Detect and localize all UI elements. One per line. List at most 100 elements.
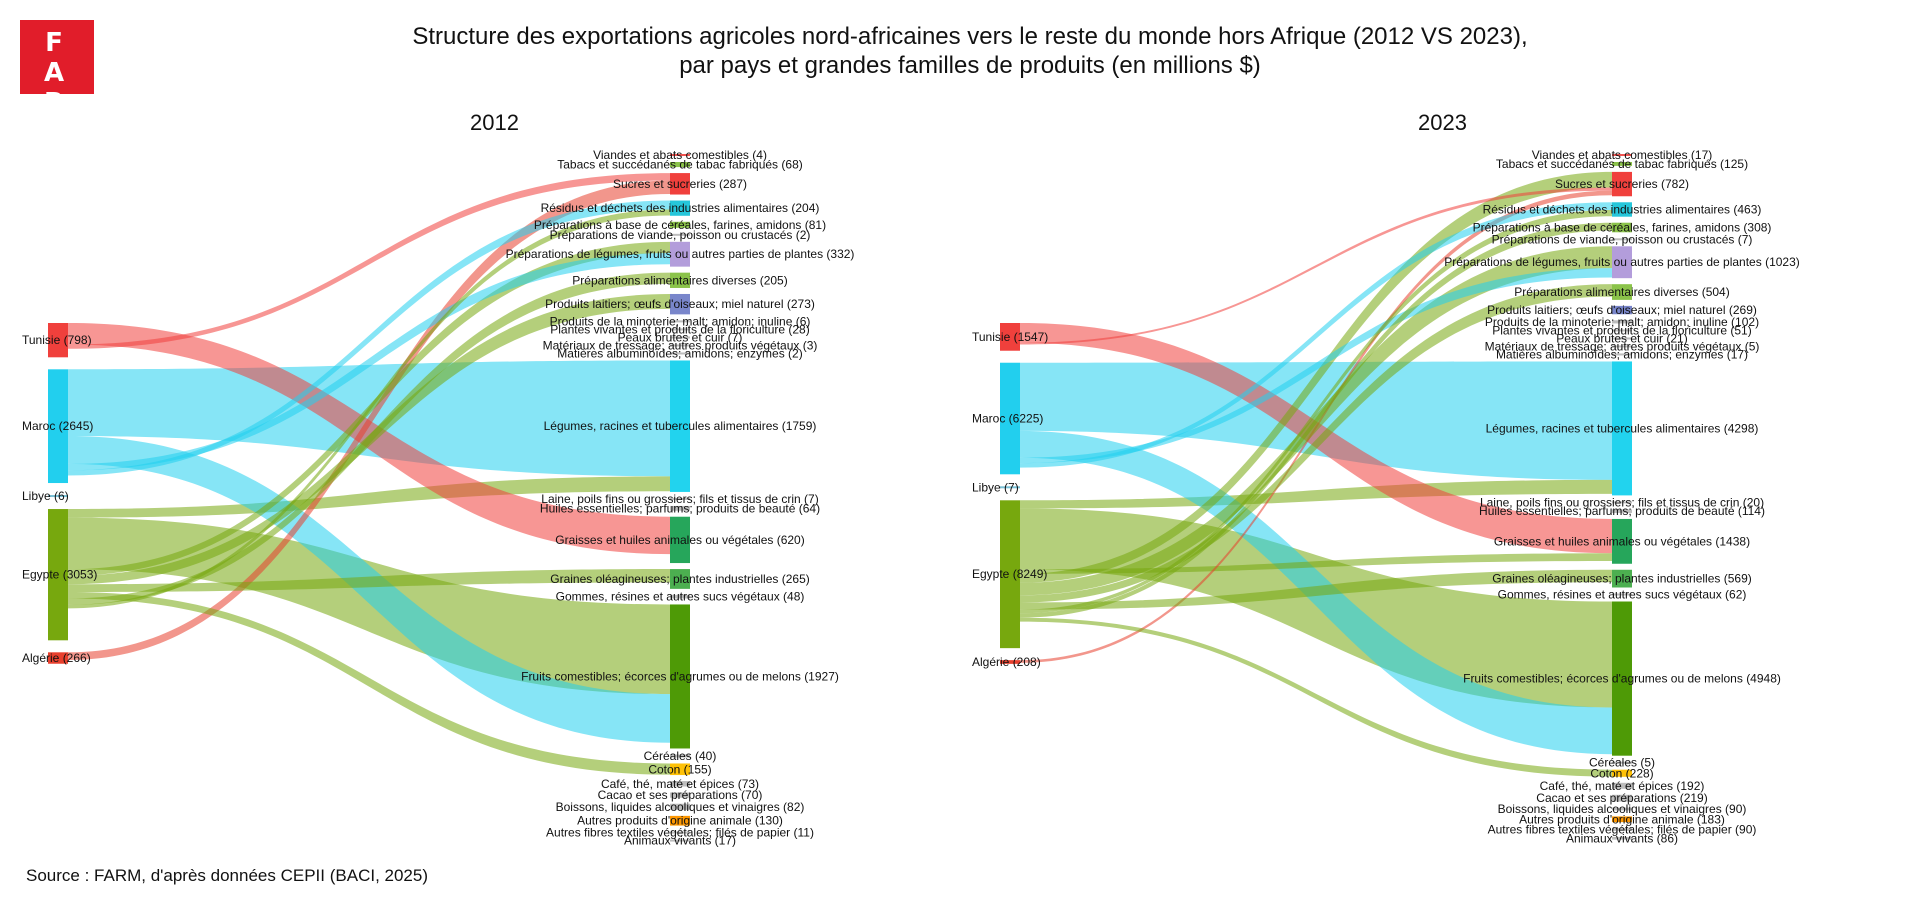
source-label-2023-libye: Libye (7)	[972, 480, 1019, 494]
target-node-2023-coton	[1612, 769, 1632, 777]
target-node-2012-preparations-de-viande-poisson-ou-crustaces	[670, 233, 690, 236]
link-2023-maroc-to-residus-et-dechets-des-industries-alimentaires	[1020, 202, 1612, 468]
target-label-2023-tabacs-et-succedanes-de-tabac-fabriques: Tabacs et succédanés de tabac fabriqués …	[1496, 157, 1748, 171]
target-label-2012-autres-produits-d-origine-animale: Autres produits d'origine animale (130)	[577, 814, 783, 828]
target-node-2012-graisses-et-huiles-animales-ou-vegetales	[670, 516, 690, 564]
target-node-2012-cafe-the-mate-et-epices	[670, 781, 690, 787]
target-label-2023-sucres-et-sucreries: Sucres et sucreries (782)	[1555, 177, 1689, 191]
source-note: Source : FARM, d'après données CEPII (BA…	[26, 866, 428, 885]
target-label-2012-boissons-liquides-alcooliques-et-vinaigres: Boissons, liquides alcooliques et vinaig…	[556, 800, 805, 814]
target-label-2012-cacao-et-ses-preparations: Cacao et ses préparations (70)	[598, 788, 763, 802]
target-label-2023-preparations-alimentaires-diverses: Préparations alimentaires diverses (504)	[1514, 285, 1729, 299]
target-label-2023-plantes-vivantes-et-produits-de-la-floriculture: Plantes vivantes et produits de la flori…	[1492, 323, 1751, 337]
target-label-2023-peaux-brutes-et-cuir: Peaux brutes et cuir (21)	[1556, 331, 1687, 345]
target-label-2012-produits-de-la-minoterie-malt-amidon-inuline: Produits de la minoterie; malt; amidon; …	[550, 314, 811, 328]
target-node-2012-matieres-albuminoides-amidons-enzymes	[670, 352, 690, 355]
target-label-2012-gommes-resines-et-autres-sucs-vegetaux: Gommes, résines et autres sucs végétaux …	[556, 590, 805, 604]
target-node-2023-boissons-liquides-alcooliques-et-vinaigres	[1612, 807, 1632, 811]
target-label-2023-boissons-liquides-alcooliques-et-vinaigres: Boissons, liquides alcooliques et vinaig…	[1498, 802, 1747, 816]
link-2023-egypte-to-residus-et-dechets-des-industries-alimentaires	[1020, 210, 1612, 614]
link-2012-maroc-to-preparations-de-legumes-fruits-ou-autres-parties-de-plantes	[68, 253, 670, 471]
target-node-2012-cereales	[670, 754, 690, 758]
target-label-2012-laine-poils-fins-ou-grossiers-fils-et-tissus-de-crin: Laine, poils fins ou grossiers; fils et …	[541, 492, 818, 506]
link-2023-tunisie-to-graisses-et-huiles-animales-ou-vegetales	[1020, 323, 1612, 554]
target-node-2023-cacao-et-ses-preparations	[1612, 794, 1632, 802]
target-label-2012-viandes-et-abats-comestibles: Viandes et abats comestibles (4)	[593, 148, 767, 162]
target-node-2023-produits-de-la-minoterie-malt-amidon-inuline	[1612, 320, 1632, 324]
link-2023-maroc-to-preparations-de-legumes-fruits-ou-autres-parties-de-plantes	[1020, 268, 1612, 464]
link-2012-algerie-to-sucres-et-sucreries	[68, 180, 670, 661]
link-2012-egypte-to-residus-et-dechets-des-industries-alimentaires	[68, 209, 670, 609]
target-label-2023-animaux-vivants: Animaux vivants (86)	[1566, 831, 1678, 845]
target-label-2023-autres-fibres-textiles-vegetales-files-de-papier: Autres fibres textiles végétales; filés …	[1488, 823, 1757, 837]
target-node-2012-gommes-resines-et-autres-sucs-vegetaux	[670, 594, 690, 599]
target-label-2023-legumes-racines-et-tubercules-alimentaires: Légumes, racines et tubercules alimentai…	[1486, 421, 1759, 435]
target-node-2023-legumes-racines-et-tubercules-alimentaires	[1612, 361, 1632, 496]
target-label-2012-autres-fibres-textiles-vegetales-files-de-papier: Autres fibres textiles végétales; filés …	[546, 826, 814, 840]
target-label-2012-graisses-et-huiles-animales-ou-vegetales: Graisses et huiles animales ou végétales…	[555, 533, 804, 547]
source-label-2012-libye: Libye (6)	[22, 489, 69, 503]
target-label-2023-residus-et-dechets-des-industries-alimentaires: Résidus et déchets des industries alimen…	[1483, 202, 1762, 216]
source-label-2023-egypte: Egypte (8249)	[972, 567, 1047, 581]
target-label-2023-cafe-the-mate-et-epices: Café, thé, maté et épices (192)	[1540, 779, 1705, 793]
target-label-2023-cacao-et-ses-preparations: Cacao et ses préparations (219)	[1536, 791, 1707, 805]
target-node-2023-preparations-a-base-de-cereales-farines-amidons	[1612, 222, 1632, 233]
target-label-2012-materiaux-de-tressage-autres-produits-vegetaux: Matériaux de tressage; autres produits v…	[543, 338, 818, 352]
target-label-2023-preparations-de-viande-poisson-ou-crustaces: Préparations de viande, poisson ou crust…	[1492, 232, 1753, 246]
source-label-2023-tunisie: Tunisie (1547)	[972, 330, 1048, 344]
target-node-2023-preparations-de-viande-poisson-ou-crustaces	[1612, 238, 1632, 241]
target-node-2023-fruits-comestibles-ecorces-d-agrumes-ou-de-melons	[1612, 601, 1632, 756]
target-node-2012-preparations-a-base-de-cereales-farines-amidons	[670, 221, 690, 228]
target-label-2012-residus-et-dechets-des-industries-alimentaires: Résidus et déchets des industries alimen…	[541, 201, 820, 215]
link-2023-egypte-to-preparations-alimentaires-diverses	[1020, 284, 1612, 603]
target-node-2023-huiles-essentielles-parfums-produits-de-beaute	[1612, 509, 1632, 513]
link-2023-egypte-to-graines-oleagineuses-plantes-industrielles	[1020, 569, 1612, 610]
chart-title: Structure des exportations agricoles nor…	[0, 22, 1920, 80]
target-label-2023-gommes-resines-et-autres-sucs-vegetaux: Gommes, résines et autres sucs végétaux …	[1498, 587, 1747, 601]
target-node-2012-viandes-et-abats-comestibles	[670, 154, 690, 156]
source-node-2023-algerie	[1000, 660, 1020, 664]
target-node-2012-cacao-et-ses-preparations	[670, 792, 690, 798]
target-label-2012-preparations-a-base-de-cereales-farines-amidons: Préparations à base de céréales, farines…	[534, 218, 826, 232]
target-node-2023-autres-fibres-textiles-vegetales-files-de-papier	[1612, 828, 1632, 831]
target-node-2012-preparations-de-legumes-fruits-ou-autres-parties-de-plantes	[670, 241, 690, 267]
target-node-2012-huiles-essentielles-parfums-produits-de-beaute	[670, 505, 690, 511]
source-node-2012-maroc	[48, 369, 68, 484]
target-node-2023-residus-et-dechets-des-industries-alimentaires	[1612, 202, 1632, 217]
target-node-2012-autres-produits-d-origine-animale	[670, 815, 690, 826]
target-label-2012-animaux-vivants: Animaux vivants (17)	[624, 834, 736, 848]
target-label-2023-graines-oleagineuses-plantes-industrielles: Graines oléagineuses; plantes industriel…	[1492, 572, 1751, 586]
link-2012-maroc-to-residus-et-dechets-des-industries-alimentaires	[68, 200, 670, 476]
target-node-2023-autres-produits-d-origine-animale	[1612, 816, 1632, 823]
source-label-2012-tunisie: Tunisie (798)	[22, 333, 92, 347]
source-node-2023-maroc	[1000, 362, 1020, 475]
target-label-2012-graines-oleagineuses-plantes-industrielles: Graines oléagineuses; plantes industriel…	[550, 572, 809, 586]
target-label-2012-sucres-et-sucreries: Sucres et sucreries (287)	[613, 177, 747, 191]
target-node-2012-sucres-et-sucreries	[670, 173, 690, 195]
link-2012-egypte-to-coton	[68, 592, 670, 775]
panel-title-2012: 2012	[470, 110, 519, 135]
target-node-2012-laine-poils-fins-ou-grossiers-fils-et-tissus-de-crin	[670, 497, 690, 500]
logo-line-2: R M	[41, 88, 79, 148]
target-label-2023-fruits-comestibles-ecorces-d-agrumes-ou-de-melons: Fruits comestibles; écorces d'agrumes ou…	[1463, 672, 1781, 686]
source-label-2023-algerie: Algérie (208)	[972, 655, 1041, 669]
target-node-2012-plantes-vivantes-et-produits-de-la-floriculture	[670, 328, 690, 331]
target-node-2012-peaux-brutes-et-cuir	[670, 336, 690, 339]
target-node-2023-graines-oleagineuses-plantes-industrielles	[1612, 569, 1632, 588]
target-node-2023-preparations-alimentaires-diverses	[1612, 284, 1632, 300]
target-label-2023-graisses-et-huiles-animales-ou-vegetales: Graisses et huiles animales ou végétales…	[1494, 534, 1750, 548]
target-node-2023-cereales	[1612, 761, 1632, 764]
link-2023-egypte-to-legumes-racines-et-tubercules-alimentaires	[1020, 479, 1612, 509]
target-label-2012-cafe-the-mate-et-epices: Café, thé, maté et épices (73)	[601, 777, 759, 791]
source-node-2012-libye	[48, 495, 68, 498]
target-node-2023-matieres-albuminoides-amidons-enzymes	[1612, 353, 1632, 356]
source-label-2023-maroc: Maroc (6225)	[972, 412, 1043, 426]
target-node-2012-legumes-racines-et-tubercules-alimentaires	[670, 360, 690, 492]
source-node-2012-tunisie	[48, 323, 68, 358]
target-label-2023-huiles-essentielles-parfums-produits-de-beaute: Huiles essentielles; parfums; produits d…	[1479, 504, 1765, 518]
chart-title-line-1: Structure des exportations agricoles nor…	[412, 23, 1528, 50]
target-node-2012-boissons-liquides-alcooliques-et-vinaigres	[670, 803, 690, 810]
target-node-2012-animaux-vivants	[670, 839, 690, 842]
target-label-2023-preparations-a-base-de-cereales-farines-amidons: Préparations à base de céréales, farines…	[1473, 220, 1772, 234]
